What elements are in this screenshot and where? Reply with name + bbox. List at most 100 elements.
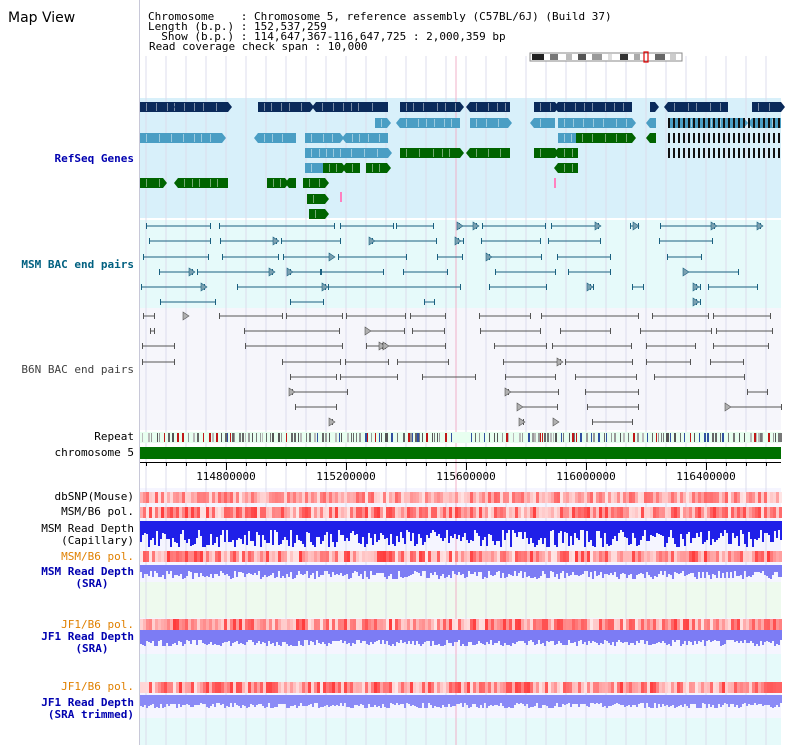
jf1-sra-depth-bar xyxy=(348,630,350,643)
jf1-sra-depth-bar xyxy=(242,630,244,644)
b6n-bac-track-label[interactable]: B6N BAC end pairs xyxy=(21,363,134,376)
msm-b6-pol-heat-cell xyxy=(422,507,425,518)
capillary-depth-bar xyxy=(156,521,158,531)
msm-b6-pol-heat-cell xyxy=(614,507,617,518)
jf1-b6-pol-heat-cell xyxy=(752,619,755,630)
jf1-sra-depth-bar xyxy=(568,630,570,640)
jf1-read-depth-label[interactable]: JF1 Read Depth xyxy=(41,630,134,643)
jf1-b6-pol-heat-cell xyxy=(290,619,293,630)
msm-sra-depth-bar xyxy=(470,565,472,574)
jf1-b6-pol-2-heat-cell xyxy=(551,682,554,693)
msm-b6-pol-2-heat-cell xyxy=(500,551,503,562)
msm-bac-track-label[interactable]: MSM BAC end pairs xyxy=(21,258,134,271)
msm-sra-depth-bar xyxy=(762,565,764,571)
gene-cluster-exon xyxy=(713,118,715,128)
capillary-depth-bar xyxy=(158,521,160,546)
repeat-element xyxy=(410,433,412,442)
gene-strand-arrow xyxy=(228,102,232,112)
jf1-sra-depth-bar xyxy=(540,630,542,644)
capillary-depth-bar xyxy=(690,521,692,543)
msm-sra-depth-bar xyxy=(590,565,592,572)
jf1-b6-pol-heat-cell xyxy=(440,619,443,630)
jf1-sra-depth-bar xyxy=(156,630,158,646)
capillary-depth-bar xyxy=(606,521,608,544)
bac-end-marker xyxy=(551,223,552,229)
bac-end-marker xyxy=(462,254,463,260)
jf1-sra-depth-bar xyxy=(772,630,774,641)
jf1-sra-depth-bar xyxy=(580,630,582,640)
jf1-trimmed-depth-bar xyxy=(596,695,598,703)
msm-sra-depth-bar xyxy=(320,565,322,575)
jf1-b6-pol-2-heat-cell xyxy=(362,682,365,693)
msm-read-depth-capillary-label[interactable]: MSM Read Depth xyxy=(41,522,134,535)
msm-bac-track-bg xyxy=(140,220,781,308)
msm-b6-pol-2-heat-cell xyxy=(710,551,713,562)
bac-end-marker xyxy=(460,284,461,290)
gene-strand-arrow xyxy=(325,209,329,219)
msm-sra-depth-bar xyxy=(656,565,658,577)
capillary-depth-bar xyxy=(558,521,560,533)
dbsnp-heat-cell xyxy=(485,492,488,503)
msm-sra-depth-bar xyxy=(334,565,336,575)
jf1-sra-depth-bar xyxy=(288,630,290,646)
msm-read-depth-sra-label[interactable]: MSM Read Depth xyxy=(41,565,134,578)
jf1-b6-pol-heat-cell xyxy=(773,619,776,630)
capillary-depth-bar xyxy=(338,521,340,530)
jf1-read-depth-trimmed-label[interactable]: JF1 Read Depth xyxy=(41,696,134,709)
msm-b6-pol-2-heat-cell xyxy=(767,551,770,562)
bac-end-marker xyxy=(743,359,744,365)
msm-sra-depth-bar xyxy=(744,565,746,571)
jf1-b6-pol-label-2[interactable]: JF1/B6 pol. xyxy=(61,680,134,693)
dbsnp-heat-cell xyxy=(188,492,191,503)
jf1-b6-pol-2-heat-cell xyxy=(452,682,455,693)
msm-sra-depth-bar xyxy=(344,565,346,575)
msm-sra-depth-bar xyxy=(178,565,180,576)
repeat-element xyxy=(547,433,549,442)
jf1-b6-pol-2-heat-cell xyxy=(602,682,605,693)
repeat-element xyxy=(177,433,179,442)
jf1-trimmed-depth-bar xyxy=(628,695,630,705)
msm-b6-pol-label-1[interactable]: MSM/B6 pol. xyxy=(61,505,134,518)
msm-sra-depth-bar xyxy=(602,565,604,578)
refseq-track-label[interactable]: RefSeq Genes xyxy=(54,152,134,165)
gene-block xyxy=(267,178,285,188)
jf1-trimmed-depth-bar xyxy=(530,695,532,707)
jf1-sra-depth-bar xyxy=(266,630,268,646)
capillary-depth-bar xyxy=(486,521,488,546)
dbsnp-heat-cell xyxy=(680,492,683,503)
jf1-sra-depth-bar xyxy=(716,630,718,641)
jf1-b6-pol-label-1[interactable]: JF1/B6 pol. xyxy=(61,618,134,631)
capillary-depth-bar xyxy=(164,521,166,534)
msm-sra-depth-bar xyxy=(748,565,750,576)
msm-b6-pol-2-heat-cell xyxy=(296,551,299,562)
jf1-b6-pol-heat-cell xyxy=(362,619,365,630)
msm-sra-depth-bar xyxy=(638,565,640,574)
msm-sra-depth-bar xyxy=(530,565,532,578)
msm-sra-depth-bar xyxy=(256,565,258,575)
dbsnp-track-label[interactable]: dbSNP(Mouse) xyxy=(54,490,134,503)
jf1-trimmed-depth-bar xyxy=(370,695,372,707)
jf1-sra-depth-bar xyxy=(558,630,560,641)
jf1-trimmed-depth-bar xyxy=(190,695,192,707)
msm-b6-pol-label-2[interactable]: MSM/B6 pol. xyxy=(61,550,134,563)
jf1-b6-pol-2-heat-cell xyxy=(725,682,728,693)
bac-end-marker xyxy=(744,374,745,380)
msm-sra-depth-bar xyxy=(566,565,568,573)
bac-end-marker xyxy=(638,404,639,410)
jf1-b6-pol-heat-cell xyxy=(491,619,494,630)
exon-tick xyxy=(564,103,565,111)
exon-tick xyxy=(217,179,218,187)
msm-b6-pol-heat-cell xyxy=(161,507,164,518)
exon-tick xyxy=(358,103,359,111)
capillary-depth-bar xyxy=(494,521,496,545)
jf1-b6-pol-heat-cell xyxy=(251,619,254,630)
msm-b6-pol-heat-cell xyxy=(464,507,467,518)
jf1-trimmed-depth-bar xyxy=(728,695,730,707)
repeat-element xyxy=(479,433,480,442)
jf1-trimmed-depth-bar xyxy=(622,695,624,705)
jf1-trimmed-depth-bar xyxy=(538,695,540,708)
gene-cluster-exon xyxy=(693,133,695,143)
dbsnp-heat-cell xyxy=(365,492,368,503)
bac-end-arrow xyxy=(286,267,294,277)
msm-b6-pol-heat-cell xyxy=(233,507,236,518)
